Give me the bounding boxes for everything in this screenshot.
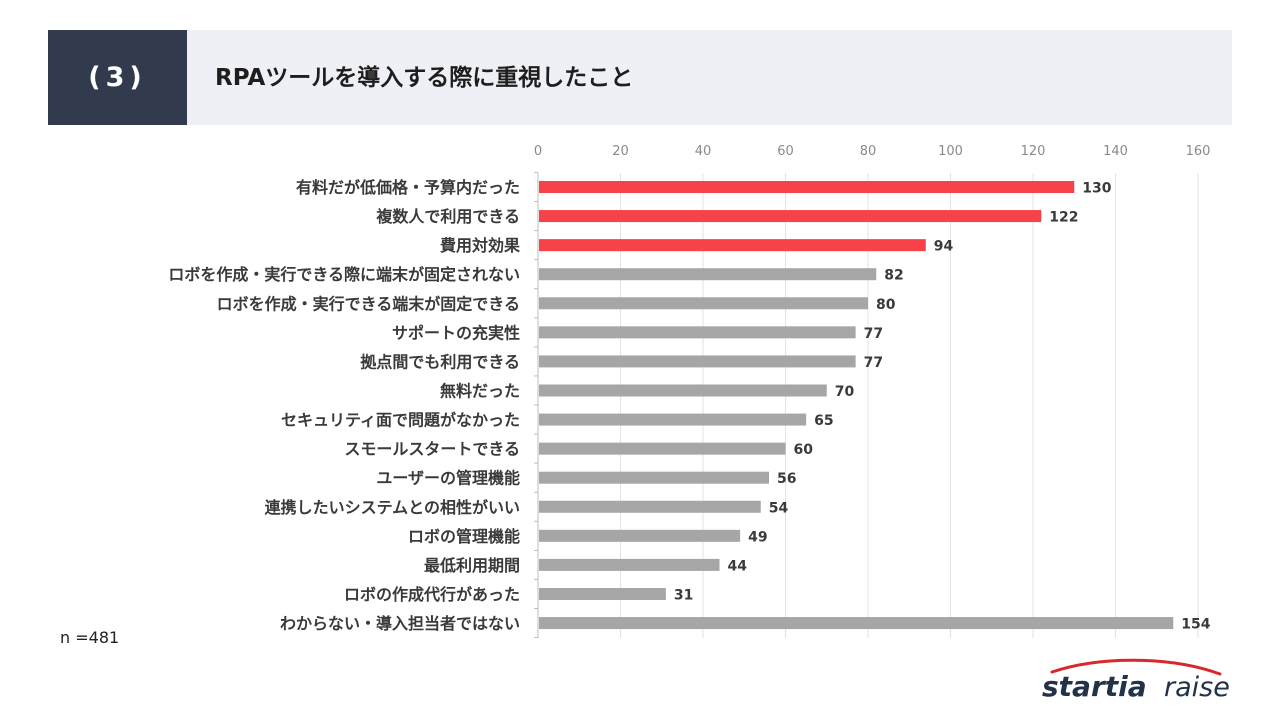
x-tick-label: 0 — [534, 144, 542, 159]
value-label: 82 — [884, 268, 903, 284]
value-label: 60 — [794, 442, 814, 458]
category-label: 連携したいシステムとの相性がいい — [265, 498, 520, 517]
bar — [539, 471, 769, 484]
category-label: ロボの管理機能 — [408, 527, 520, 546]
section-number: (3) — [48, 30, 187, 125]
bar — [539, 326, 856, 339]
x-tick-label: 160 — [1186, 144, 1211, 159]
category-label: 無料だった — [440, 381, 520, 400]
value-label: 94 — [934, 239, 954, 255]
x-axis-ticks: 0 20 40 60 80 100 120 140 160 — [534, 144, 1211, 159]
category-label: ロボの作成代行があった — [344, 585, 520, 604]
value-label: 77 — [864, 355, 883, 371]
value-label: 49 — [748, 529, 767, 545]
logo-text-light: raise — [1164, 672, 1230, 703]
x-tick-label: 140 — [1103, 144, 1128, 159]
bar — [539, 384, 827, 397]
category-label: セキュリティ面で問題がなかった — [281, 411, 520, 430]
x-tick-label: 60 — [777, 144, 794, 159]
category-label: わからない・導入担当者ではない — [280, 614, 520, 633]
x-tick-label: 120 — [1021, 144, 1046, 159]
category-label: ロボを作成・実行できる端末が固定できる — [217, 294, 520, 313]
value-label: 77 — [864, 326, 883, 342]
bar — [539, 442, 786, 455]
category-label: ロボを作成・実行できる際に端末が固定されない — [168, 265, 520, 284]
bar — [539, 210, 1042, 223]
sample-size-note: n =481 — [60, 628, 120, 647]
bar — [539, 617, 1174, 630]
value-label: 65 — [814, 413, 833, 429]
category-label: 最低利用期間 — [424, 556, 520, 575]
bar — [539, 355, 856, 368]
value-label: 130 — [1082, 181, 1111, 197]
value-label: 44 — [728, 558, 748, 574]
startia-raise-logo[interactable]: startia raise — [1040, 658, 1230, 708]
page-title: RPAツールを導入する際に重視したこと — [215, 65, 634, 91]
x-tick-label: 40 — [695, 144, 712, 159]
x-tick-label: 100 — [938, 144, 963, 159]
value-label: 154 — [1181, 617, 1210, 633]
category-label: 費用対効果 — [440, 236, 520, 255]
bar — [539, 558, 720, 571]
category-label: サポートの充実性 — [392, 323, 520, 342]
category-label: 有料だが低価格・予算内だった — [296, 178, 520, 197]
value-label: 56 — [777, 471, 796, 487]
logo-text-bold: startia — [1042, 670, 1147, 703]
bar — [539, 529, 741, 542]
value-label: 54 — [769, 500, 789, 516]
bar — [539, 239, 926, 252]
bar — [539, 587, 666, 600]
category-label: ユーザーの管理機能 — [376, 469, 520, 488]
value-label: 122 — [1049, 210, 1078, 226]
value-label: 80 — [876, 297, 896, 313]
header-band — [48, 30, 1232, 125]
x-tick-label: 20 — [612, 144, 629, 159]
value-label: 31 — [674, 587, 693, 603]
x-tick-label: 80 — [860, 144, 877, 159]
bar — [539, 413, 807, 426]
category-label: 拠点間でも利用できる — [360, 352, 520, 371]
value-label: 70 — [835, 384, 855, 400]
logo-swoosh-icon — [1050, 658, 1222, 676]
y-axis: 有料だが低価格・予算内だった複数人で利用できる費用対効果ロボを作成・実行できる際… — [168, 171, 539, 639]
bar — [539, 181, 1075, 193]
category-label: スモールスタートできる — [344, 440, 520, 459]
bar — [539, 268, 877, 281]
bar — [539, 297, 868, 310]
bar — [539, 500, 761, 513]
category-label: 複数人で利用できる — [375, 207, 520, 226]
